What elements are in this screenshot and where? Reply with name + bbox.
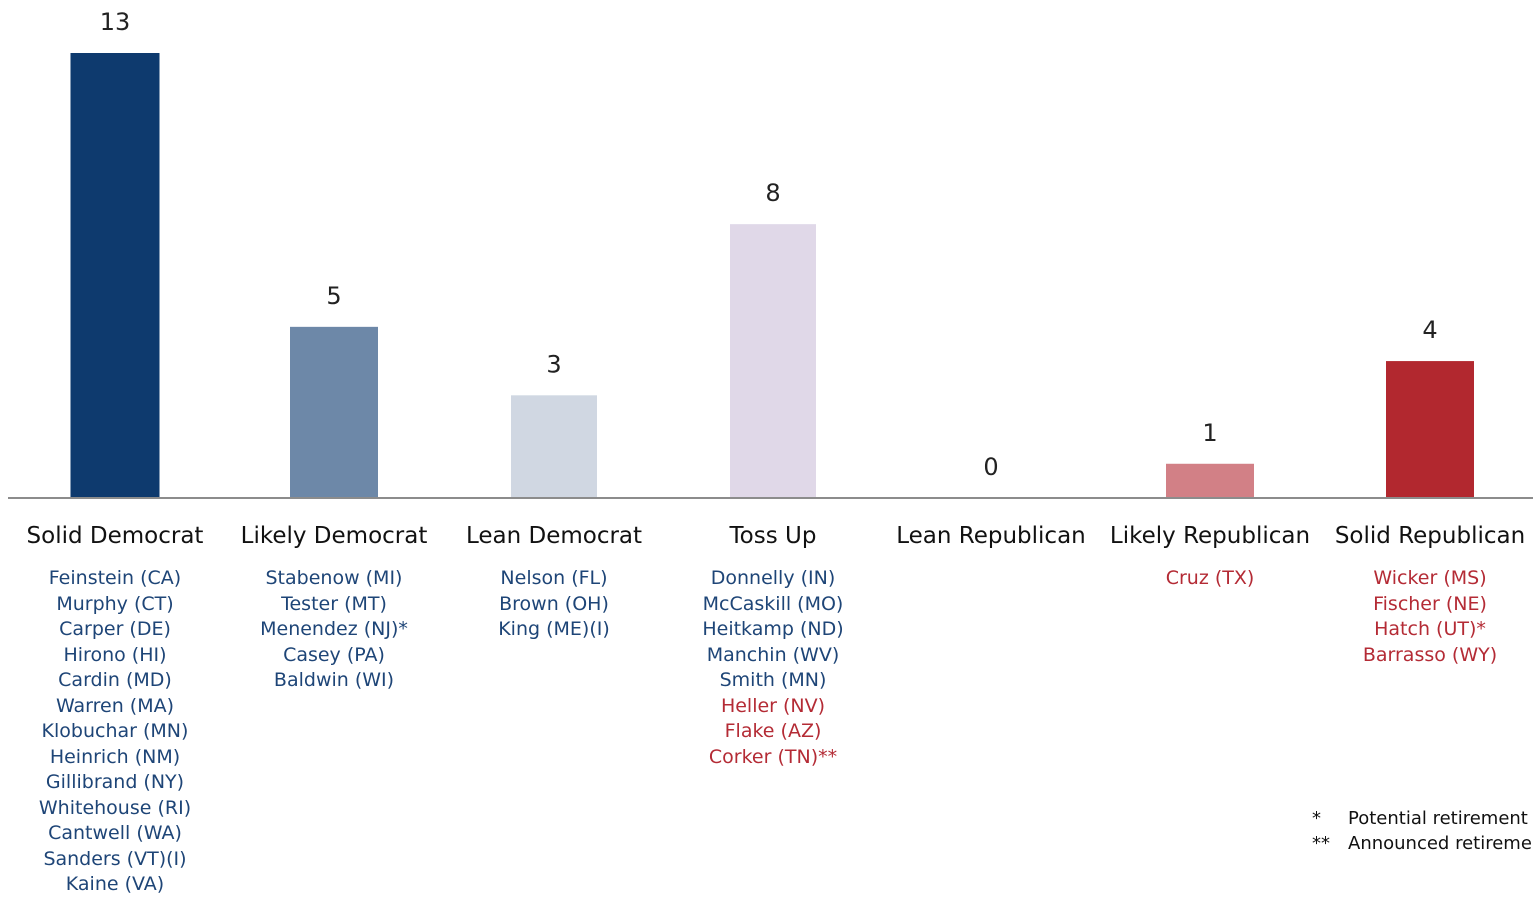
- senator-list-solid-democrat: Feinstein (CA) Murphy (CT) Carper (DE) Hiro…: [15, 566, 215, 898]
- bar-likely-democrat: [290, 326, 378, 498]
- senator-name: King (ME)(I): [498, 618, 610, 640]
- senator-name: Klobuchar (MN): [41, 720, 189, 742]
- senator-name: Cantwell (WA): [48, 822, 182, 844]
- category-label-solid-republican: Solid Republican: [1335, 523, 1525, 549]
- footnote-potential: * Potential retirement: [1312, 806, 1533, 831]
- senator-name: Heinrich (NM): [49, 745, 181, 768]
- footnote-mark: **: [1312, 833, 1330, 854]
- senator-name: Brown (OH): [499, 592, 609, 615]
- senator-name: Warren (MA): [55, 694, 175, 717]
- bar-likely-republican: [1166, 463, 1254, 498]
- senator-name: Gillibrand (NY): [45, 771, 185, 793]
- senator-name: McCaskill (MO): [702, 592, 844, 615]
- senator-name: Sanders (VT)(I): [43, 847, 187, 870]
- senator-name: Kaine (VA): [65, 873, 165, 895]
- senator-name: Whitehouse (RI): [38, 796, 192, 819]
- senator-name: Smith (MN): [719, 669, 827, 691]
- senator-name: Tester (MT): [281, 592, 387, 615]
- senator-name: Cruz (TX): [1165, 567, 1255, 589]
- bar-solid-republican: [1386, 361, 1474, 498]
- senator-list-lean-democrat: Nelson (FL) Brown (OH) King (ME)(I): [454, 566, 654, 643]
- senator-name: Heitkamp (ND): [702, 618, 844, 640]
- data-label-likely-republican: 1: [1202, 419, 1217, 447]
- senator-name: Murphy (CT): [56, 592, 174, 615]
- senator-name: Feinstein (CA): [48, 567, 182, 589]
- senator-name: Manchin (WV): [706, 643, 840, 666]
- category-label-lean-democrat: Lean Democrat: [466, 523, 642, 549]
- footnote-text: Announced retirement: [1348, 833, 1533, 854]
- category-label-likely-democrat: Likely Democrat: [241, 523, 428, 549]
- value-labels-layer: 13 5 3 8 0 1 4: [100, 8, 1438, 481]
- senator-name: Corker (TN)**: [708, 745, 838, 768]
- senator-name: Donnelly (IN): [710, 567, 836, 589]
- footnotes: * Potential retirement ** Announced retire…: [1312, 806, 1533, 856]
- data-label-lean-democrat: 3: [546, 350, 561, 378]
- senator-name: Baldwin (WI): [273, 669, 395, 691]
- category-label-solid-democrat: Solid Democrat: [27, 523, 204, 549]
- category-label-toss-up: Toss Up: [729, 523, 817, 549]
- senator-name: Hirono (HI): [63, 643, 167, 666]
- bars-layer: [70, 53, 1474, 498]
- senator-name: Carper (DE): [59, 618, 171, 640]
- category-label-likely-republican: Likely Republican: [1110, 523, 1310, 549]
- footnote-text: Potential retirement: [1348, 808, 1528, 829]
- senator-name: Casey (PA): [283, 643, 385, 666]
- data-label-lean-republican: 0: [983, 453, 998, 481]
- senator-name: Stabenow (MI): [265, 567, 403, 589]
- bar-solid-democrat: [70, 53, 160, 498]
- category-labels-layer: Solid Democrat Likely Democrat Lean Democr…: [27, 523, 1526, 549]
- data-label-solid-democrat: 13: [100, 8, 131, 36]
- category-label-lean-republican: Lean Republican: [896, 523, 1086, 549]
- senator-list-toss-up: Donnelly (IN) McCaskill (MO) Heitkamp (ND)…: [673, 566, 873, 770]
- footnote-announced: ** Announced retirement: [1312, 831, 1533, 856]
- senator-name: Barrasso (WY): [1362, 643, 1498, 666]
- senator-name: Hatch (UT)*: [1374, 618, 1486, 640]
- senator-name: Wicker (MS): [1373, 567, 1487, 589]
- senator-list-likely-republican: Cruz (TX): [1110, 566, 1310, 592]
- senator-name: Menendez (NJ)*: [260, 618, 408, 640]
- senator-name: Flake (AZ): [724, 720, 822, 742]
- footnote-mark: *: [1312, 808, 1321, 829]
- bar-toss-up: [730, 224, 816, 498]
- senator-name: Nelson (FL): [500, 567, 608, 589]
- bar-lean-democrat: [511, 395, 597, 498]
- data-label-toss-up: 8: [765, 179, 780, 207]
- senator-name: Heller (NV): [720, 694, 826, 717]
- data-label-likely-democrat: 5: [326, 282, 341, 310]
- bar-chart: 13 5 3 8 0 1 4 Solid Democrat Likely Democrat Le…: [8, 8, 1533, 549]
- data-label-solid-republican: 4: [1422, 316, 1437, 344]
- senator-list-solid-republican: Wicker (MS) Fischer (NE) Hatch (UT)* Barras…: [1330, 566, 1530, 668]
- senator-list-likely-democrat: Stabenow (MI) Tester (MT) Menendez (NJ)* Ca…: [234, 566, 434, 694]
- senator-name: Cardin (MD): [58, 669, 172, 691]
- senator-name: Fischer (NE): [1373, 592, 1487, 615]
